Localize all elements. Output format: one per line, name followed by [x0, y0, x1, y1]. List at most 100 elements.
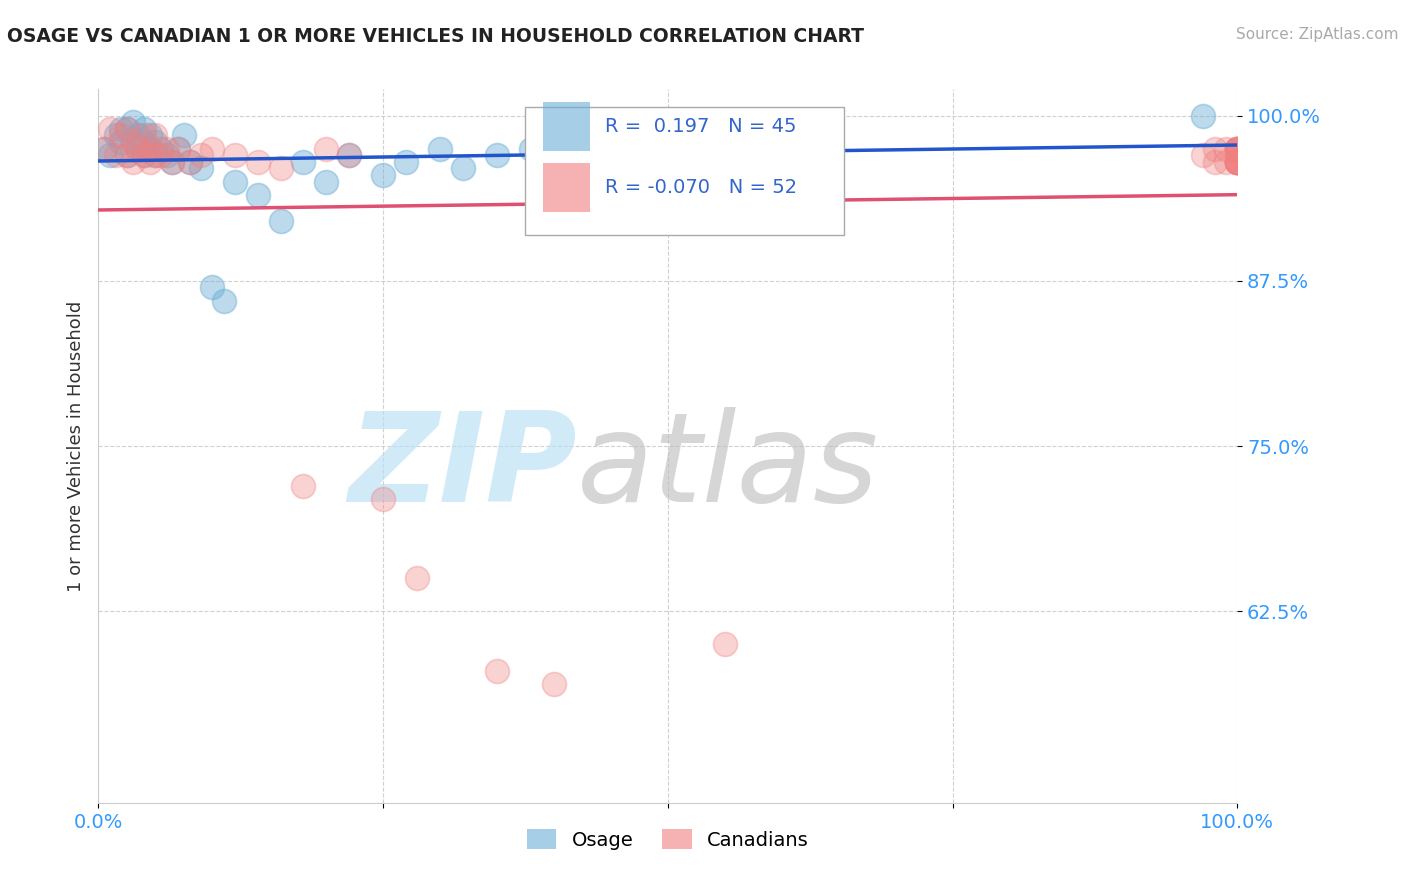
Text: R = -0.070   N = 52: R = -0.070 N = 52 [605, 178, 797, 197]
Point [104, 148, 127, 162]
Point [121, 135, 143, 149]
Point [1204, 154, 1226, 169]
Point [315, 175, 337, 189]
Point [543, 677, 565, 691]
Point [486, 148, 509, 162]
Point [224, 175, 246, 189]
Point [115, 148, 138, 162]
Text: OSAGE VS CANADIAN 1 OR MORE VEHICLES IN HOUSEHOLD CORRELATION CHART: OSAGE VS CANADIAN 1 OR MORE VEHICLES IN … [7, 27, 865, 45]
Point [150, 148, 173, 162]
Point [1226, 154, 1249, 169]
Point [115, 121, 138, 136]
Point [167, 142, 190, 156]
Point [1226, 142, 1249, 156]
Y-axis label: 1 or more Vehicles in Household: 1 or more Vehicles in Household [66, 301, 84, 591]
Point [292, 154, 315, 169]
Point [543, 148, 565, 162]
Point [1215, 154, 1237, 169]
Point [600, 142, 623, 156]
Point [173, 128, 195, 143]
Point [1226, 142, 1249, 156]
Point [190, 161, 212, 176]
Point [156, 148, 179, 162]
Point [110, 121, 132, 136]
Point [150, 142, 173, 156]
Point [138, 142, 160, 156]
Point [1226, 154, 1249, 169]
Point [127, 142, 149, 156]
Point [98, 148, 121, 162]
Point [406, 571, 429, 585]
Point [337, 148, 360, 162]
Point [145, 128, 167, 143]
Point [520, 142, 543, 156]
Legend: Osage, Canadians: Osage, Canadians [519, 822, 817, 857]
Point [121, 135, 143, 149]
Point [1226, 142, 1249, 156]
FancyBboxPatch shape [526, 107, 845, 235]
Point [371, 491, 394, 506]
Point [270, 161, 292, 176]
Point [162, 154, 184, 169]
Point [132, 148, 155, 162]
Point [127, 142, 149, 156]
Point [1226, 154, 1249, 169]
Point [246, 154, 269, 169]
Point [145, 135, 167, 149]
Point [201, 142, 224, 156]
Point [110, 128, 132, 143]
Point [110, 135, 132, 149]
Point [212, 293, 235, 308]
Point [179, 154, 201, 169]
Point [486, 664, 509, 678]
Point [132, 135, 155, 149]
Point [451, 161, 474, 176]
Point [1226, 154, 1249, 169]
Point [145, 148, 167, 162]
Point [93, 142, 115, 156]
Point [138, 128, 160, 143]
Point [98, 121, 121, 136]
Point [1226, 142, 1249, 156]
Point [1204, 142, 1226, 156]
Point [1226, 142, 1249, 156]
Point [371, 168, 394, 182]
Point [315, 142, 337, 156]
Text: R =  0.197   N = 45: R = 0.197 N = 45 [605, 117, 797, 136]
Point [93, 142, 115, 156]
Point [162, 154, 184, 169]
Point [657, 142, 679, 156]
Point [1226, 154, 1249, 169]
Point [127, 128, 149, 143]
Point [121, 154, 143, 169]
Point [201, 280, 224, 294]
Point [1226, 154, 1249, 169]
Text: Source: ZipAtlas.com: Source: ZipAtlas.com [1236, 27, 1399, 42]
Point [179, 154, 201, 169]
Point [1215, 142, 1237, 156]
Point [246, 188, 269, 202]
Point [657, 135, 679, 149]
Point [1192, 109, 1215, 123]
FancyBboxPatch shape [543, 102, 591, 152]
Point [132, 148, 155, 162]
Point [270, 214, 292, 228]
Point [190, 148, 212, 162]
Point [121, 115, 143, 129]
Point [429, 142, 451, 156]
Point [1192, 148, 1215, 162]
Text: atlas: atlas [576, 407, 879, 528]
Point [224, 148, 246, 162]
Point [565, 135, 588, 149]
Point [115, 121, 138, 136]
Point [292, 478, 315, 492]
Point [115, 148, 138, 162]
Point [132, 128, 155, 143]
Point [167, 142, 190, 156]
Text: ZIP: ZIP [349, 407, 576, 528]
Point [395, 154, 418, 169]
Point [104, 128, 127, 143]
Point [145, 148, 167, 162]
Point [714, 637, 737, 651]
Point [1226, 142, 1249, 156]
